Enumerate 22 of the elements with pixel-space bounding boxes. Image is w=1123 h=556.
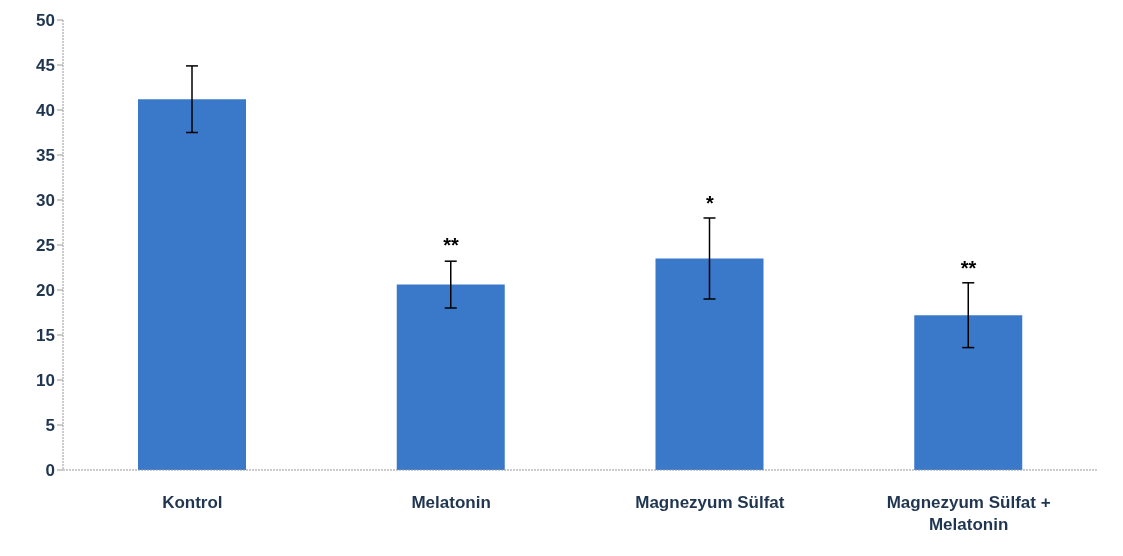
bar xyxy=(138,99,246,470)
y-tick-label: 50 xyxy=(36,11,55,31)
annotation: ** xyxy=(960,256,977,279)
y-tick-label: 45 xyxy=(36,56,55,76)
y-tick-label: 20 xyxy=(36,281,55,301)
bar xyxy=(396,284,505,470)
y-tick-label: 40 xyxy=(36,101,55,121)
annotation: ** xyxy=(443,234,460,257)
y-tick-label: 30 xyxy=(36,191,55,211)
y-tick-label: 35 xyxy=(36,146,55,166)
y-tick-label: 15 xyxy=(36,326,55,346)
bar xyxy=(914,315,1023,470)
y-tick-label: 25 xyxy=(36,236,55,256)
y-tick-label: 5 xyxy=(45,416,55,436)
y-tick-label: 0 xyxy=(45,461,55,481)
bar xyxy=(655,258,764,470)
annotation: * xyxy=(705,192,714,214)
x-tick-label: Melatonin xyxy=(411,493,491,512)
x-tick-label: Magnezyum Sülfat + Melatonin xyxy=(886,493,1051,534)
y-tick-label: 10 xyxy=(36,371,55,391)
x-tick-label: Kontrol xyxy=(162,493,223,512)
x-tick-label: Magnezyum Sülfat xyxy=(635,493,785,512)
